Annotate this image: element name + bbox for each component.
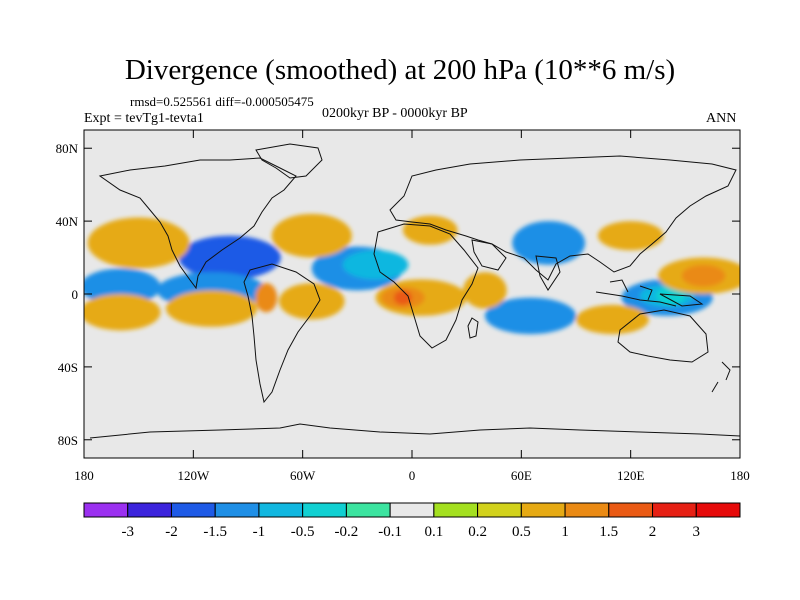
field-13: [84, 294, 161, 331]
field-7: [342, 250, 409, 280]
x-tick-label-6: 180: [730, 468, 750, 483]
x-tick-label-4: 60E: [511, 468, 532, 483]
coast-antarctica: [89, 423, 740, 439]
season-label: ANN: [706, 111, 737, 126]
colorbar-label-7: 0.1: [424, 524, 443, 540]
y-tick-label-3: 40S: [58, 360, 78, 375]
coastlines: [89, 143, 740, 439]
rmsd-value: 0.525561: [163, 94, 213, 109]
field-0: [178, 235, 281, 280]
x-tick-label-3: 0: [409, 468, 416, 483]
colorbar-label-11: 1.5: [599, 524, 618, 540]
y-tick-label-0: 80N: [56, 141, 79, 156]
coast-new-zealand: [711, 361, 731, 393]
coast-new-guinea: [659, 293, 704, 307]
field-10: [87, 217, 190, 269]
x-tick-label-2: 60W: [290, 468, 316, 483]
colorbar-label-13: 3: [693, 524, 701, 540]
colorbar-swatch-12: [608, 502, 654, 518]
field-23: [681, 264, 726, 287]
colorbar-swatch-2: [170, 502, 216, 518]
colorbar-label-2: -1.5: [203, 524, 227, 540]
field-19: [576, 304, 649, 335]
chart-title: Divergence (smoothed) at 200 hPa (10**6 …: [124, 54, 676, 86]
field-4: [512, 221, 586, 265]
experiment-label: Expt = tevTg1-tevta1: [84, 111, 204, 126]
x-tick-label-0: 180: [74, 468, 94, 483]
colorbar-swatch-1: [127, 502, 172, 518]
field-12: [402, 215, 458, 245]
stats-line: rmsd=0.525561 diff=-0.000505475: [130, 95, 314, 108]
diff-label: diff=: [215, 94, 242, 109]
period-label: 0200kyr BP - 0000kyr BP: [322, 106, 468, 121]
diff-value: -0.000505475: [241, 94, 314, 109]
y-tick-label-4: 80S: [58, 433, 78, 448]
colorbar-swatch-6: [345, 502, 391, 518]
rmsd-label: rmsd=: [130, 94, 164, 109]
x-tick-label-5: 120E: [617, 468, 645, 483]
coast-madagascar: [467, 317, 479, 339]
coast-india: [535, 255, 561, 291]
coast-eurasia: [389, 155, 737, 281]
coast-greenland: [255, 143, 323, 179]
coast-australia: [617, 309, 709, 363]
coast-indonesia: [595, 279, 677, 307]
x-tick-label-1: 120W: [177, 468, 210, 483]
field-15: [278, 283, 345, 320]
colorbar-swatch-9: [477, 502, 522, 518]
colorbar-swatch-10: [520, 502, 566, 518]
axis-ticks: 180 120W 60W 0 60E 120E 180 80N 40N 0 40S 80S: [56, 130, 750, 483]
colorbar-swatch-0: [83, 502, 129, 518]
colorbar-swatch-4: [258, 502, 304, 518]
coast-africa: [373, 223, 479, 349]
colorbar-label-10: 1: [561, 524, 569, 540]
colorbar-swatch-5: [302, 502, 347, 518]
colorbar-label-12: 2: [649, 524, 657, 540]
coast-north-america: [98, 157, 297, 290]
y-tick-label-2: 0: [72, 287, 79, 302]
coast-south-america: [243, 263, 321, 404]
colorbar-label-3: -1: [253, 524, 266, 540]
colorbar-swatch-7: [389, 502, 435, 518]
field-21: [255, 283, 278, 313]
field-14: [166, 290, 258, 327]
colorbar-swatch-11: [564, 502, 610, 518]
field-11: [271, 213, 352, 258]
colorbar-swatch-13: [652, 502, 697, 518]
colorbar: -3 -2 -1.5 -1 -0.5 -0.2 -0.1 0.1 0.2 0.5 1 1.5 2 3: [83, 502, 741, 540]
colorbar-swatch-14: [695, 502, 741, 518]
colorbar-label-5: -0.2: [335, 524, 359, 540]
colorbar-label-8: 0.2: [468, 524, 487, 540]
field-24: [393, 290, 412, 305]
colorbar-label-0: -3: [121, 524, 134, 540]
field-6: [484, 297, 576, 335]
colorbar-label-1: -2: [165, 524, 178, 540]
y-tick-label-1: 40N: [56, 214, 79, 229]
field-17: [463, 272, 507, 309]
contour-fields: [84, 213, 740, 335]
colorbar-swatch-8: [433, 502, 479, 518]
colorbar-label-6: -0.1: [378, 524, 402, 540]
colorbar-swatch-3: [214, 502, 260, 518]
colorbar-label-9: 0.5: [512, 524, 531, 540]
field-20: [597, 221, 664, 251]
coast-arabia: [471, 239, 507, 271]
field-9: [656, 286, 686, 305]
colorbar-label-4: -0.5: [291, 524, 315, 540]
